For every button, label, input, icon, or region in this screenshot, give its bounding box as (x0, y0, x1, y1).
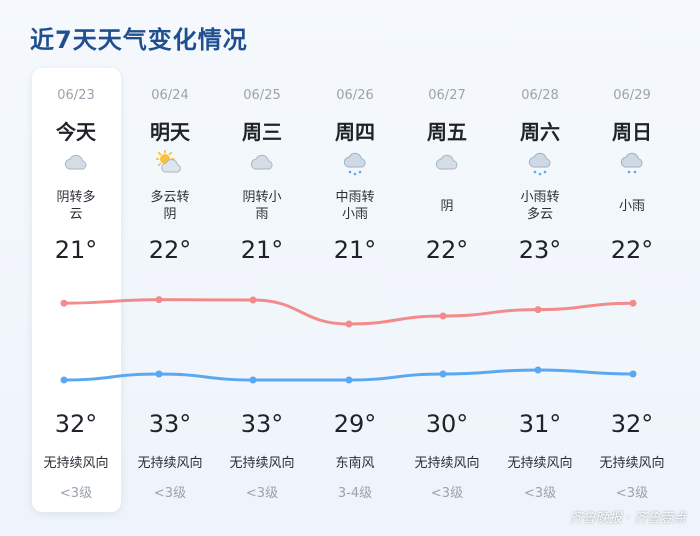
rain-icon (341, 150, 369, 176)
weather-desc: 阴 (409, 186, 485, 226)
wind-level: <3级 (615, 486, 649, 501)
temp-lower: 33° (148, 410, 192, 438)
forecast-day-label: 周五 (427, 120, 467, 144)
upper-curve-point-2 (249, 296, 257, 304)
weather-desc-line: 云 (69, 207, 83, 222)
wind-direction: 东南风 (335, 456, 375, 471)
wind-direction: 无持续风向 (414, 456, 480, 471)
weather-desc-line: 阴转多 (56, 190, 96, 205)
lower-curve-point-2 (249, 376, 257, 384)
temp-lower: 29° (333, 410, 377, 438)
weather-desc: 小雨转 多云 (502, 186, 578, 226)
lower-curve-point-1 (155, 370, 163, 378)
upper-curve-point-4 (439, 312, 447, 320)
forecast-date: 06/26 (336, 88, 374, 103)
temp-lower: 31° (518, 410, 562, 438)
weather-desc-line: 小雨 (341, 207, 368, 222)
temp-lower: 32° (610, 410, 654, 438)
temp-lower: 32° (54, 410, 98, 438)
temp-upper: 21° (240, 236, 284, 264)
upper-curve-point-3 (345, 320, 353, 328)
cloudy-icon (62, 150, 90, 176)
wind-direction: 无持续风向 (599, 456, 665, 471)
forecast-date: 06/25 (243, 88, 281, 103)
upper-curve-line (62, 298, 635, 326)
wind-level: <3级 (59, 486, 93, 501)
forecast-day-label: 明天 (150, 120, 190, 144)
temp-upper: 21° (333, 236, 377, 264)
forecast-date: 06/28 (521, 88, 559, 103)
upper-curve-point-6 (629, 299, 637, 307)
forecast-date: 06/23 (57, 88, 95, 103)
forecast-day-label: 今天 (56, 120, 96, 144)
weather-desc: 中雨转 小雨 (317, 186, 393, 226)
lower-curve-point-5 (534, 366, 542, 374)
today-card (32, 68, 121, 512)
weather-desc: 多云转阴 (132, 186, 208, 226)
forecast-day-label: 周日 (612, 120, 652, 144)
weather-desc-line: 雨 (255, 207, 269, 222)
temp-lower: 33° (240, 410, 284, 438)
lower-curve-point-4 (439, 370, 447, 378)
wind-level: <3级 (245, 486, 279, 501)
lower-curve-line (62, 368, 635, 382)
forecast-day-label: 周三 (242, 120, 282, 144)
weather-desc-line: 中雨转 (335, 190, 375, 205)
wind-direction: 无持续风向 (43, 456, 109, 471)
weather-desc: 小雨 (594, 186, 670, 226)
weather-desc-line: 小雨转 (520, 190, 560, 205)
temp-upper: 22° (425, 236, 469, 264)
upper-curve-point-1 (155, 296, 163, 304)
temp-upper: 21° (54, 236, 98, 264)
light-rain-icon (618, 150, 646, 176)
watermark: 齐鲁晚报 · 齐鲁壹点 (569, 511, 686, 526)
partly-cloudy-icon (155, 149, 184, 176)
wind-level: <3级 (430, 486, 464, 501)
weather-desc-line: 阴转小 (242, 190, 282, 205)
forecast-date: 06/29 (613, 88, 651, 103)
lower-curve-point-6 (629, 370, 637, 378)
forecast-date: 06/27 (428, 88, 466, 103)
weather-desc: 阴转多云 (38, 186, 114, 226)
weather-desc-line: 多云转 (150, 190, 190, 205)
wind-level: 3-4级 (337, 486, 373, 501)
cloudy-icon (248, 150, 276, 176)
weather-desc-line: 阴 (440, 198, 454, 214)
rain-icon (526, 150, 554, 176)
weather-desc-line: 阴 (163, 207, 177, 222)
wind-level: <3级 (523, 486, 557, 501)
temp-upper: 22° (148, 236, 192, 264)
cloudy-icon (433, 150, 461, 176)
page-title: 近7天天气变化情况 (30, 26, 248, 54)
wind-direction: 无持续风向 (137, 456, 203, 471)
temp-upper: 22° (610, 236, 654, 264)
forecast-day-label: 周六 (520, 120, 560, 144)
forecast-day-label: 周四 (335, 120, 375, 144)
temp-lower: 30° (425, 410, 469, 438)
upper-curve-point-5 (534, 306, 542, 314)
weather-desc-line: 小雨 (618, 198, 645, 214)
temp-upper: 23° (518, 236, 562, 264)
wind-level: <3级 (153, 486, 187, 501)
lower-curve-point-3 (345, 376, 353, 384)
forecast-date: 06/24 (151, 88, 189, 103)
weather-desc: 阴转小雨 (224, 186, 300, 226)
weather-desc-line: 多云 (526, 207, 553, 222)
wind-direction: 无持续风向 (507, 456, 573, 471)
wind-direction: 无持续风向 (229, 456, 295, 471)
